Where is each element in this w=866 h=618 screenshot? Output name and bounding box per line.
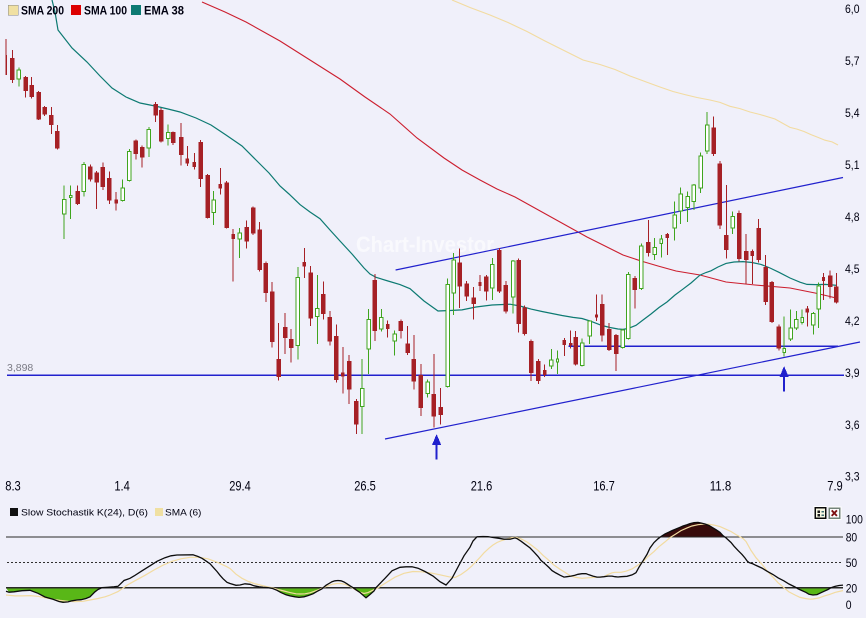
svg-text:4,8: 4,8 [845,210,860,224]
svg-text:16.7: 16.7 [593,478,615,494]
svg-text:Chart-Investor: Chart-Investor [356,232,494,257]
svg-text:SMA 100: SMA 100 [84,4,127,18]
svg-text:3,9: 3,9 [845,366,860,380]
svg-text:3,3: 3,3 [845,470,860,484]
svg-text:1.4: 1.4 [114,478,130,494]
svg-text:5,4: 5,4 [845,106,860,120]
svg-text:0: 0 [846,598,852,612]
svg-text:11.8: 11.8 [710,478,732,494]
svg-text:4,2: 4,2 [845,314,860,328]
svg-text:EMA 38: EMA 38 [144,4,184,18]
svg-text:8.3: 8.3 [5,478,21,494]
svg-text:3,6: 3,6 [845,418,860,432]
svg-text:5,7: 5,7 [845,54,860,68]
svg-text:26.5: 26.5 [354,478,376,494]
svg-text:5,1: 5,1 [845,158,860,172]
svg-text:SMA 200: SMA 200 [21,4,64,18]
svg-text:Slow Stochastik K(24), D(6): Slow Stochastik K(24), D(6) [21,508,148,519]
svg-text:100: 100 [846,513,863,527]
svg-text:4,5: 4,5 [845,262,860,276]
svg-text:29.4: 29.4 [229,478,251,494]
svg-text:6,0: 6,0 [845,2,860,16]
svg-text:50: 50 [846,556,858,570]
svg-text:80: 80 [846,530,858,544]
svg-text:21.6: 21.6 [471,478,493,494]
svg-text:SMA (6): SMA (6) [165,508,201,519]
svg-text:7.9: 7.9 [827,478,843,494]
svg-text:3,898: 3,898 [7,362,33,374]
svg-text:20: 20 [846,582,858,596]
